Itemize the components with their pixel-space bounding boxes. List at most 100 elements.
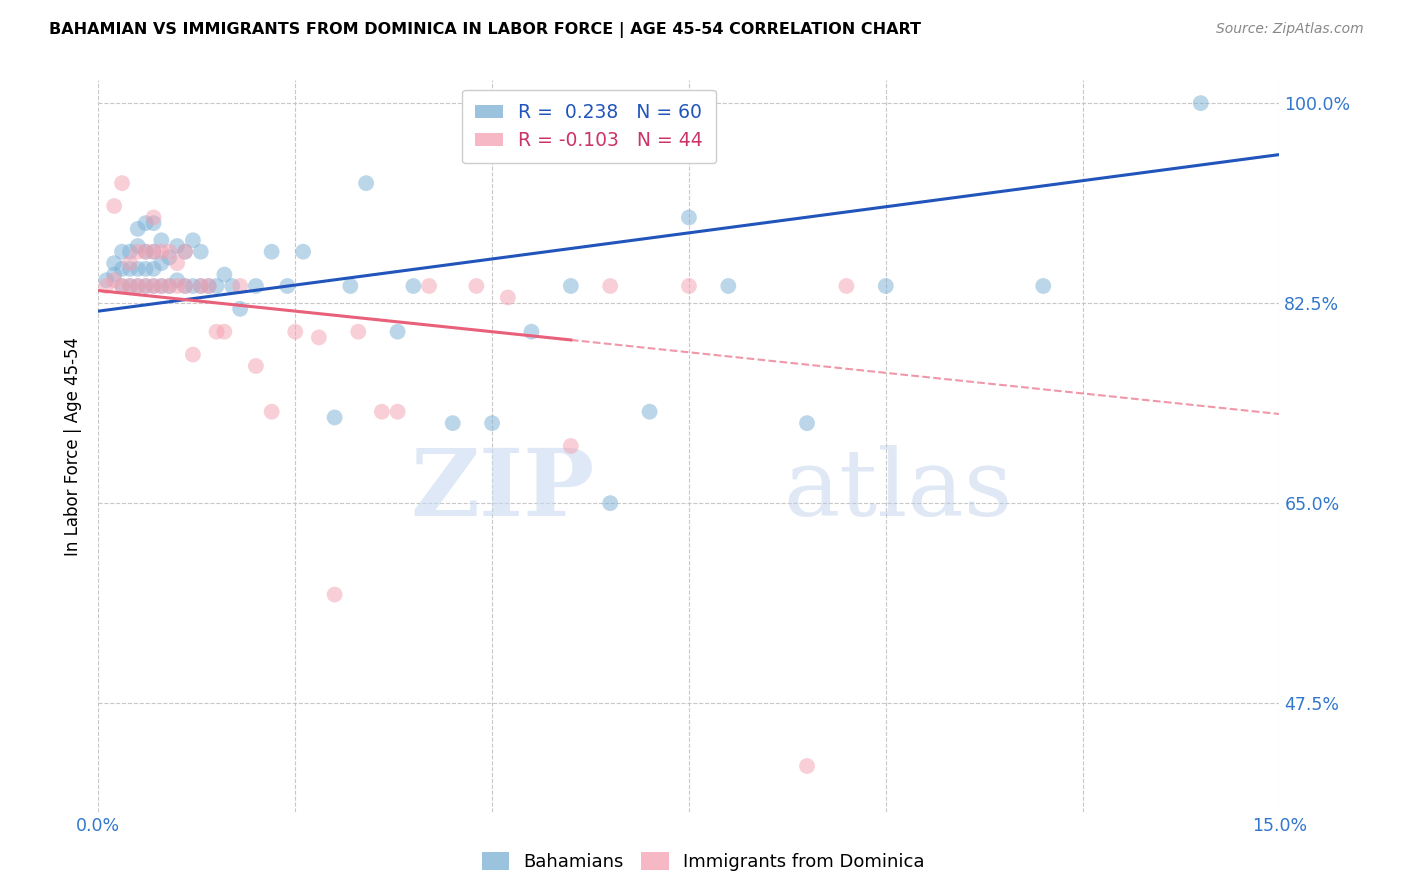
- Point: [308, 330, 330, 344]
- Point: [135, 216, 157, 230]
- Point: [142, 244, 165, 259]
- Point: [875, 279, 897, 293]
- Point: [835, 279, 858, 293]
- Text: ZIP: ZIP: [411, 445, 595, 535]
- Point: [142, 261, 165, 276]
- Y-axis label: In Labor Force | Age 45-54: In Labor Force | Age 45-54: [63, 336, 82, 556]
- Point: [118, 244, 141, 259]
- Point: [166, 239, 188, 253]
- Point: [205, 279, 228, 293]
- Point: [174, 279, 197, 293]
- Point: [127, 244, 149, 259]
- Point: [276, 279, 298, 293]
- Point: [339, 279, 361, 293]
- Point: [150, 279, 173, 293]
- Point: [260, 244, 283, 259]
- Point: [245, 359, 267, 373]
- Point: [796, 416, 818, 430]
- Point: [103, 256, 125, 270]
- Point: [496, 290, 519, 304]
- Point: [214, 325, 236, 339]
- Point: [118, 279, 141, 293]
- Point: [135, 279, 157, 293]
- Point: [229, 279, 252, 293]
- Point: [520, 325, 543, 339]
- Point: [284, 325, 307, 339]
- Point: [150, 279, 173, 293]
- Point: [245, 279, 267, 293]
- Point: [1032, 279, 1054, 293]
- Point: [118, 261, 141, 276]
- Point: [111, 261, 134, 276]
- Point: [150, 233, 173, 247]
- Point: [166, 279, 188, 293]
- Point: [96, 279, 118, 293]
- Point: [190, 279, 212, 293]
- Point: [118, 256, 141, 270]
- Point: [599, 496, 621, 510]
- Point: [197, 279, 219, 293]
- Point: [135, 279, 157, 293]
- Point: [157, 279, 180, 293]
- Point: [150, 244, 173, 259]
- Point: [103, 199, 125, 213]
- Point: [292, 244, 315, 259]
- Point: [135, 244, 157, 259]
- Point: [371, 405, 394, 419]
- Point: [205, 325, 228, 339]
- Point: [174, 244, 197, 259]
- Point: [190, 244, 212, 259]
- Text: atlas: atlas: [783, 445, 1012, 535]
- Point: [142, 216, 165, 230]
- Point: [465, 279, 488, 293]
- Point: [174, 279, 197, 293]
- Point: [118, 279, 141, 293]
- Point: [127, 279, 149, 293]
- Point: [96, 273, 118, 287]
- Point: [481, 416, 503, 430]
- Point: [214, 268, 236, 282]
- Point: [638, 405, 661, 419]
- Point: [560, 439, 582, 453]
- Point: [166, 273, 188, 287]
- Point: [347, 325, 370, 339]
- Point: [181, 233, 204, 247]
- Point: [157, 279, 180, 293]
- Point: [103, 273, 125, 287]
- Point: [221, 279, 243, 293]
- Point: [181, 279, 204, 293]
- Point: [166, 256, 188, 270]
- Point: [1189, 96, 1212, 111]
- Point: [157, 251, 180, 265]
- Point: [599, 279, 621, 293]
- Point: [135, 244, 157, 259]
- Text: Source: ZipAtlas.com: Source: ZipAtlas.com: [1216, 22, 1364, 37]
- Point: [796, 759, 818, 773]
- Text: BAHAMIAN VS IMMIGRANTS FROM DOMINICA IN LABOR FORCE | AGE 45-54 CORRELATION CHAR: BAHAMIAN VS IMMIGRANTS FROM DOMINICA IN …: [49, 22, 921, 38]
- Point: [678, 211, 700, 225]
- Point: [387, 325, 409, 339]
- Legend: Bahamians, Immigrants from Dominica: Bahamians, Immigrants from Dominica: [474, 845, 932, 879]
- Point: [135, 261, 157, 276]
- Point: [560, 279, 582, 293]
- Point: [142, 279, 165, 293]
- Point: [678, 279, 700, 293]
- Point: [229, 301, 252, 316]
- Point: [150, 256, 173, 270]
- Point: [174, 244, 197, 259]
- Point: [190, 279, 212, 293]
- Point: [323, 410, 346, 425]
- Point: [418, 279, 440, 293]
- Point: [103, 268, 125, 282]
- Point: [354, 176, 377, 190]
- Point: [717, 279, 740, 293]
- Legend: R =  0.238   N = 60, R = -0.103   N = 44: R = 0.238 N = 60, R = -0.103 N = 44: [463, 90, 716, 163]
- Point: [111, 279, 134, 293]
- Point: [387, 405, 409, 419]
- Point: [260, 405, 283, 419]
- Point: [181, 348, 204, 362]
- Point: [142, 279, 165, 293]
- Point: [323, 588, 346, 602]
- Point: [197, 279, 219, 293]
- Point: [111, 279, 134, 293]
